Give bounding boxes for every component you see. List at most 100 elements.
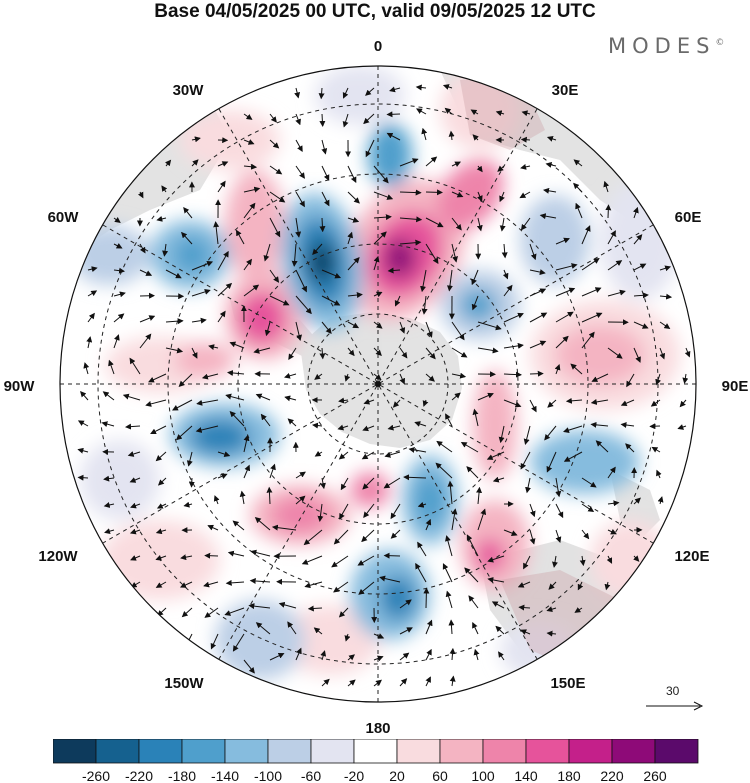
wind-arrow <box>525 477 531 494</box>
wind-arrow <box>217 161 229 167</box>
wind-arrow <box>529 399 537 413</box>
wind-arrow <box>503 529 518 536</box>
wind-arrow <box>403 474 427 481</box>
wind-arrow <box>581 331 595 349</box>
colorbar-label: 180 <box>557 768 581 783</box>
wind-arrow <box>137 191 144 199</box>
wind-arrow <box>303 529 323 546</box>
wind-arrow <box>468 595 479 609</box>
wind-arrow <box>655 373 662 386</box>
wind-arrow <box>347 679 356 687</box>
wind-arrow <box>347 165 357 183</box>
wind-arrow <box>657 496 664 505</box>
wind-arrow <box>321 139 328 155</box>
wind-arrow <box>87 290 98 297</box>
wind-arrow <box>217 282 233 297</box>
wind-arrow <box>529 288 547 297</box>
wind-arrow <box>620 422 635 429</box>
wind-arrow <box>127 451 141 457</box>
wind-arrow <box>451 161 462 167</box>
wind-arrow <box>373 321 383 329</box>
wind-arrow <box>581 503 595 513</box>
wind-arrow <box>476 165 483 173</box>
colorbar-swatch <box>138 739 183 764</box>
wind-arrow <box>604 581 611 591</box>
wind-arrow <box>451 217 462 231</box>
wind-arrow <box>417 541 427 557</box>
wind-arrow <box>319 347 326 360</box>
colorbar-swatch <box>482 739 527 764</box>
wind-arrow <box>319 217 326 233</box>
wind-arrow <box>386 111 401 118</box>
wind-arrow <box>373 633 385 639</box>
wind-arrow <box>451 392 461 401</box>
wind-arrow <box>606 555 613 564</box>
wind-arrow <box>139 269 153 276</box>
wind-arrow <box>204 607 219 618</box>
wind-arrow <box>248 603 271 610</box>
wind-arrow <box>165 159 172 167</box>
wind-arrow <box>466 466 479 479</box>
wind-arrow <box>122 393 141 401</box>
wind-arrow <box>288 347 297 361</box>
wind-arrow <box>331 555 349 568</box>
wind-arrow <box>570 363 583 375</box>
wind-arrow <box>243 163 258 170</box>
wind-arrow <box>501 243 508 259</box>
wind-arrow <box>451 347 468 358</box>
wind-arrow <box>333 581 349 593</box>
colorbar-swatch <box>396 739 441 764</box>
wind-arrow <box>581 225 591 245</box>
wind-arrow <box>498 425 505 444</box>
wind-arrow <box>227 550 245 557</box>
wind-arrow <box>347 231 353 245</box>
wind-arrow <box>344 633 351 642</box>
wind-arrow <box>139 243 146 254</box>
wind-arrow <box>607 500 620 507</box>
wind-arrow <box>108 359 115 375</box>
wind-arrow <box>425 676 431 687</box>
wind-arrow <box>529 529 536 545</box>
wind-arrow <box>254 517 271 531</box>
wind-arrow <box>383 477 401 489</box>
wind-arrow <box>503 312 524 323</box>
wind-arrow <box>362 425 375 432</box>
wind-arrow <box>287 621 297 635</box>
wind-arrow <box>547 399 557 408</box>
wind-arrow <box>384 451 401 458</box>
map-border <box>59 65 697 703</box>
colorbar-label: 60 <box>432 768 448 783</box>
wind-arrow <box>425 189 443 196</box>
label-lon-90e: 90E <box>722 378 749 395</box>
colorbar-label: -180 <box>168 768 196 783</box>
wind-arrow <box>448 619 455 635</box>
wind-arrow <box>471 269 479 286</box>
label-lon-90w: 90W <box>4 378 36 395</box>
wind-arrow <box>249 577 271 584</box>
colorbar-swatch <box>181 739 226 764</box>
wind-arrow <box>591 373 609 382</box>
wind-arrow <box>321 269 342 279</box>
wind-arrow <box>563 425 583 433</box>
wind-arrow <box>399 216 423 223</box>
wind-arrow <box>399 347 408 359</box>
wind-arrow <box>347 292 363 299</box>
wind-arrow <box>365 87 375 96</box>
wind-arrow <box>103 502 115 508</box>
wind-arrow <box>269 217 281 238</box>
wind-arrow <box>175 425 193 441</box>
wind-arrow <box>295 295 312 315</box>
wind-arrow <box>243 464 251 479</box>
label-lon-120w: 120W <box>38 548 78 565</box>
wind-arrow <box>269 139 280 149</box>
label-lon-120e: 120E <box>674 548 709 565</box>
wind-arrow <box>464 567 479 583</box>
wind-arrow <box>476 217 483 232</box>
colorbar: -260 -220 -180 -140 -100 -60 -20 20 60 100 140 180 2… <box>53 739 699 783</box>
wind-arrow <box>225 579 245 586</box>
wind-arrow <box>581 529 590 540</box>
wind-arrow <box>342 87 349 99</box>
wind-arrow <box>253 347 271 354</box>
wind-arrow <box>145 399 167 407</box>
colorbar-label: -220 <box>125 768 153 783</box>
